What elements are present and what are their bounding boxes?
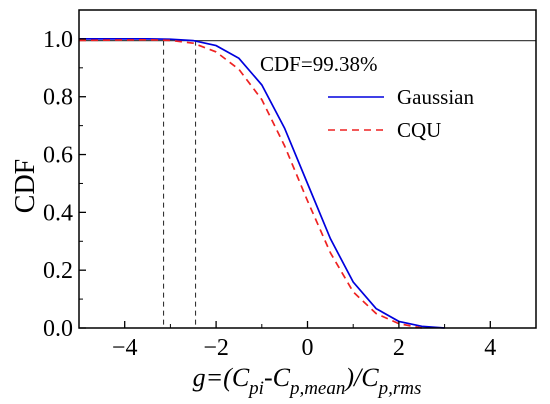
series-line-gaussian: [79, 38, 445, 329]
y-axis-title: CDF: [10, 159, 41, 213]
legend-label-cqu: CQU: [397, 118, 441, 142]
series-line-cqu: [78, 38, 422, 329]
y-tick-label: 0.6: [43, 143, 73, 169]
legend-label-gaussian: Gaussian: [397, 85, 474, 109]
x-tick-label: −2: [203, 335, 229, 361]
y-tick-label: 0.0: [43, 316, 73, 342]
y-tick-label: 0.8: [43, 85, 73, 111]
x-tick-label: 0: [302, 335, 314, 361]
y-tick-label: 0.4: [43, 200, 73, 226]
cdf-annotation: CDF=99.38%: [260, 52, 377, 76]
x-tick-label: 2: [393, 335, 405, 361]
legend: Gaussian CQU: [328, 85, 474, 142]
x-axis-title: g=(Cpi-Cp,mean)/Cp,rms: [193, 363, 422, 399]
y-tick-label: 1.0: [43, 27, 73, 53]
x-tick-label: −4: [112, 335, 138, 361]
x-tick-label: 4: [484, 335, 496, 361]
plot-area: −4 −2 0 2 4 0.0 0.2 0.4 0.6 0.8 1.0: [43, 9, 537, 361]
y-tick-label: 0.2: [43, 258, 73, 284]
